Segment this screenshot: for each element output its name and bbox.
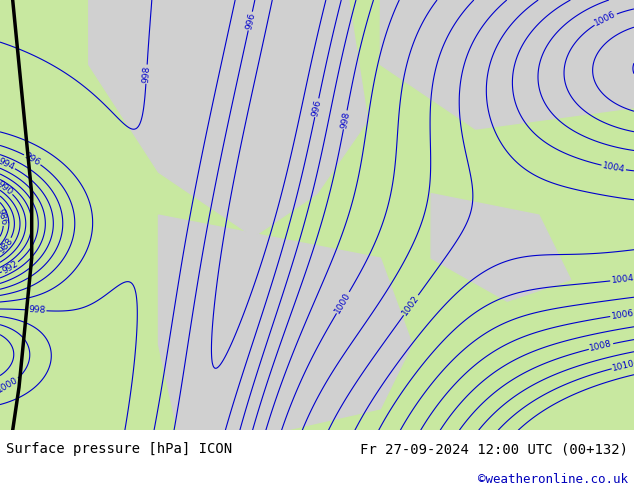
Text: 996: 996 xyxy=(23,151,42,168)
Text: 998: 998 xyxy=(141,65,152,83)
Polygon shape xyxy=(0,0,634,430)
Text: 1008: 1008 xyxy=(589,340,613,353)
Text: 1004: 1004 xyxy=(602,161,626,174)
Text: 1000: 1000 xyxy=(333,291,353,315)
Text: Fr 27-09-2024 12:00 UTC (00+132): Fr 27-09-2024 12:00 UTC (00+132) xyxy=(359,442,628,456)
Text: 992: 992 xyxy=(1,259,20,275)
Polygon shape xyxy=(89,0,368,237)
Text: 1010: 1010 xyxy=(612,359,634,373)
Text: 996: 996 xyxy=(311,98,323,117)
Text: 1006: 1006 xyxy=(611,308,634,321)
Text: 996: 996 xyxy=(244,12,257,30)
Text: 998: 998 xyxy=(339,111,351,129)
Text: 998: 998 xyxy=(28,305,46,315)
Text: 994: 994 xyxy=(0,157,16,172)
Text: 1002: 1002 xyxy=(401,294,422,317)
Polygon shape xyxy=(380,0,634,129)
Polygon shape xyxy=(0,430,634,490)
Polygon shape xyxy=(158,215,412,430)
Text: 988: 988 xyxy=(0,236,15,255)
Text: ©weatheronline.co.uk: ©weatheronline.co.uk xyxy=(477,473,628,486)
Text: 1006: 1006 xyxy=(593,10,618,28)
Text: 986: 986 xyxy=(0,207,9,226)
Text: Surface pressure [hPa] ICON: Surface pressure [hPa] ICON xyxy=(6,442,233,456)
Polygon shape xyxy=(431,194,571,301)
Text: 1004: 1004 xyxy=(611,274,634,285)
Text: 990: 990 xyxy=(0,179,15,197)
Text: 1000: 1000 xyxy=(0,376,20,395)
